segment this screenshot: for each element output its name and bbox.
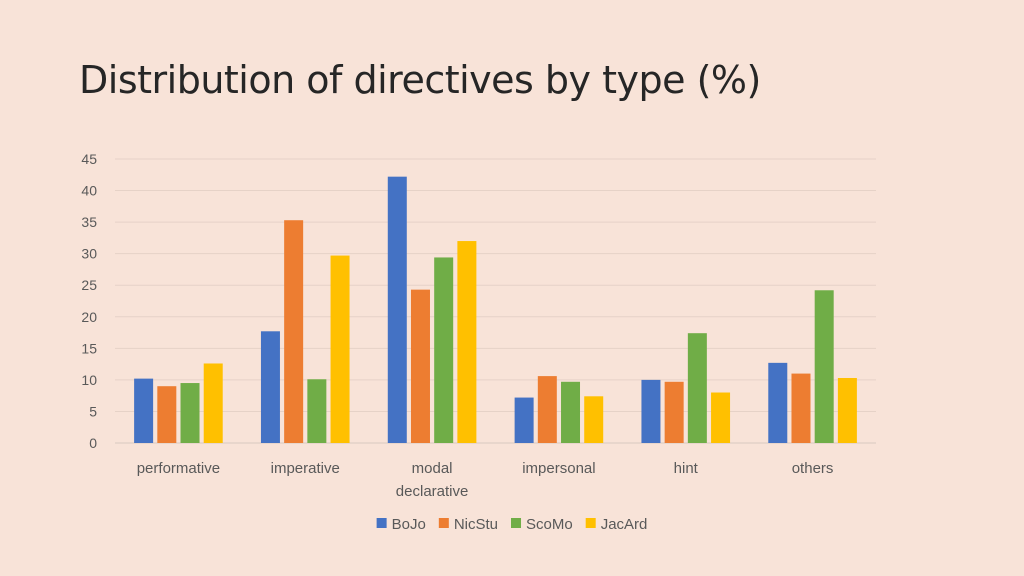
bar-jacard-imperative — [330, 255, 350, 443]
y-tick-label: 0 — [89, 435, 97, 451]
y-tick-label: 5 — [89, 403, 97, 419]
bar-bojo-hint — [641, 379, 661, 443]
bar-jacard-hint — [711, 392, 731, 443]
gridlines — [115, 158, 876, 444]
bar-bojo-performative — [134, 378, 154, 443]
bar-bojo-modal-declarative — [387, 176, 407, 443]
slide-title: Distribution of directives by type (%) — [79, 58, 761, 102]
y-tick-label: 10 — [81, 372, 97, 388]
y-tick-label: 15 — [81, 340, 97, 356]
bar-bojo-others — [768, 362, 788, 443]
bar-jacard-impersonal — [584, 396, 604, 443]
bar-nicstu-modal-declarative — [410, 289, 430, 443]
y-tick-label: 35 — [81, 214, 97, 230]
bar-jacard-performative — [203, 363, 223, 443]
legend-label: BoJo — [392, 516, 426, 533]
bars — [134, 176, 857, 443]
bar-nicstu-imperative — [284, 220, 304, 443]
category-label: impersonal — [522, 460, 595, 477]
y-tick-label: 30 — [81, 246, 97, 262]
category-label: others — [792, 460, 834, 477]
legend: BoJo NicStu ScoMo JacArd — [376, 516, 648, 533]
legend-swatch-nicstu — [438, 518, 449, 528]
y-tick-label: 45 — [81, 151, 97, 167]
legend-swatch-scomo — [511, 518, 522, 528]
bar-scomo-impersonal — [561, 381, 581, 443]
y-axis-ticks: 0 5 10 15 20 25 30 35 40 45 — [81, 151, 97, 451]
bar-nicstu-hint — [664, 381, 684, 443]
bar-scomo-imperative — [307, 379, 327, 443]
category-label: modal declarative — [396, 460, 469, 500]
bar-nicstu-performative — [157, 386, 177, 443]
bar-scomo-hint — [687, 333, 707, 443]
category-label: hint — [674, 460, 699, 477]
category-label: imperative — [271, 460, 340, 477]
bar-nicstu-others — [791, 373, 811, 443]
legend-label: ScoMo — [526, 516, 573, 533]
legend-swatch-jacard — [585, 518, 596, 528]
bar-scomo-modal-declarative — [434, 257, 454, 443]
y-tick-label: 40 — [81, 183, 97, 199]
bar-bojo-impersonal — [514, 397, 534, 443]
bar-scomo-others — [814, 290, 834, 443]
legend-label: NicStu — [454, 516, 498, 533]
bar-bojo-imperative — [260, 331, 280, 443]
y-tick-label: 25 — [81, 277, 97, 293]
bar-scomo-performative — [180, 383, 200, 443]
y-tick-label: 20 — [81, 309, 97, 325]
category-labels: performative imperative modal declarative im… — [137, 460, 834, 500]
bar-jacard-others — [837, 377, 857, 443]
bar-nicstu-impersonal — [537, 376, 557, 443]
legend-label: JacArd — [601, 516, 648, 533]
legend-swatch-bojo — [376, 518, 387, 528]
category-label: performative — [137, 460, 220, 477]
bar-jacard-modal-declarative — [457, 241, 477, 443]
